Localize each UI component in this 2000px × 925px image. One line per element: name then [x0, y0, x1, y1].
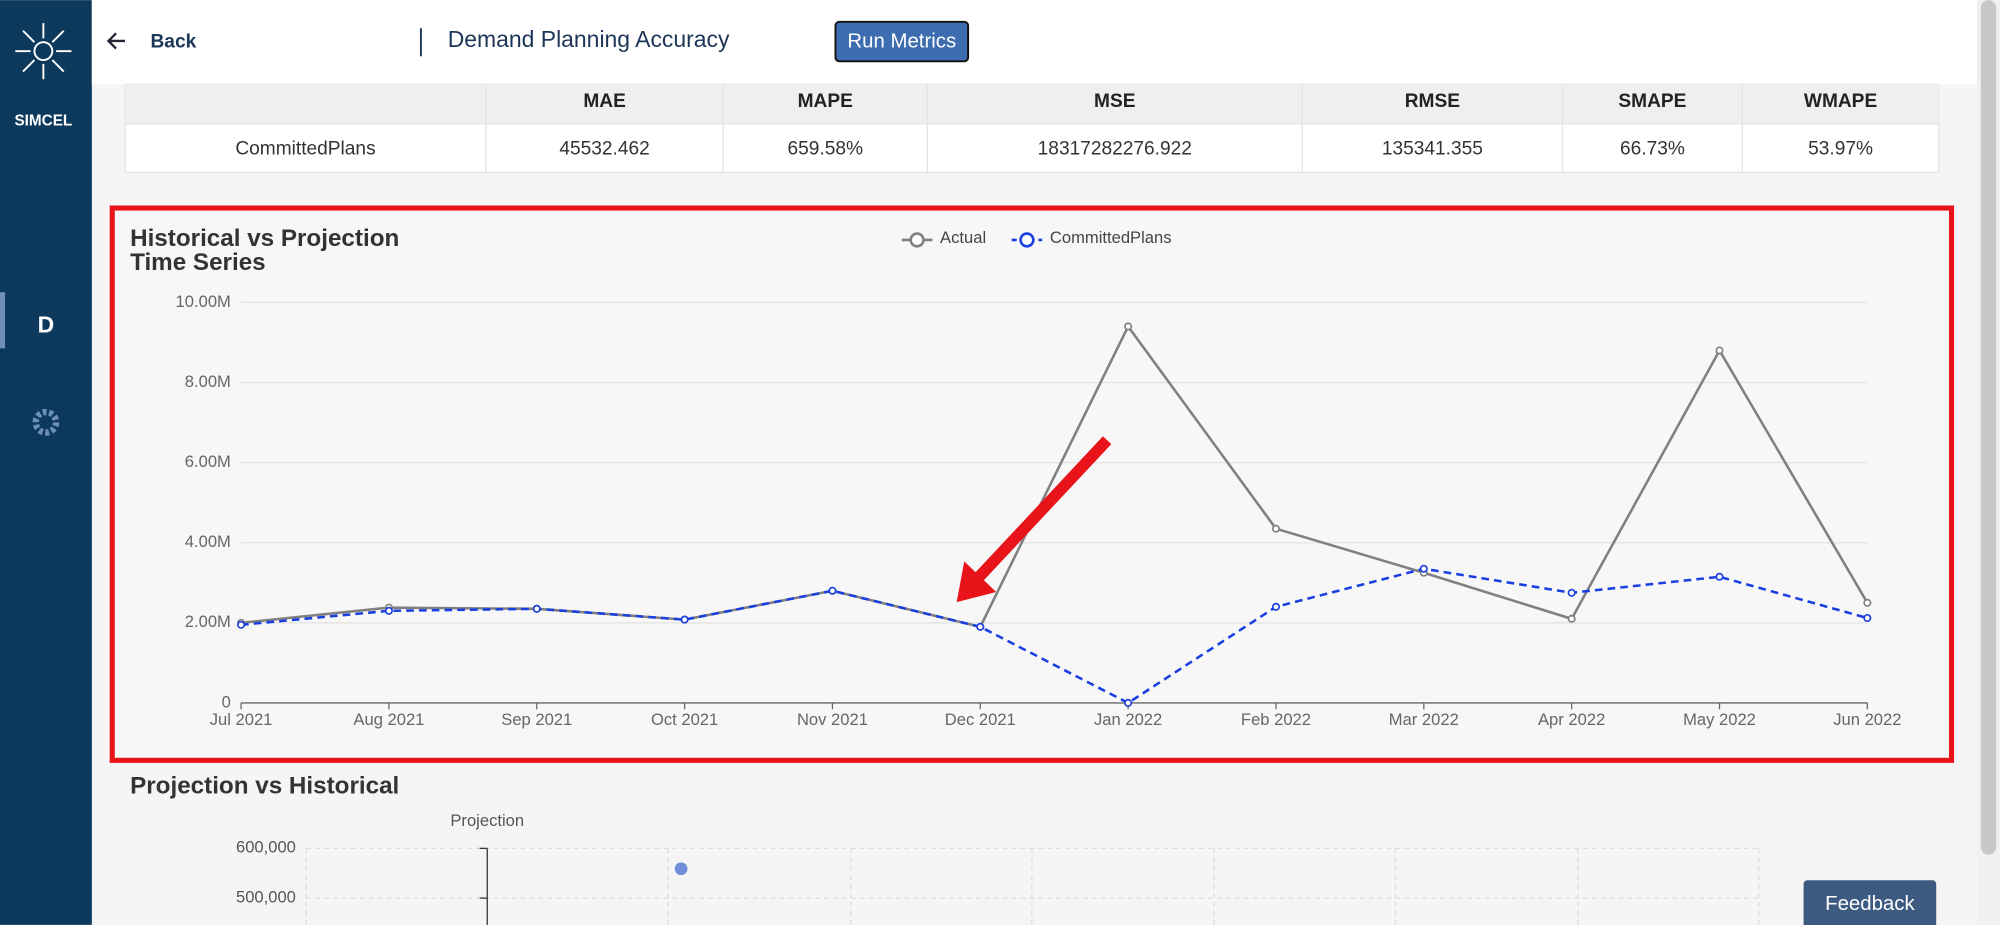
y-tick-label: 6.00M	[185, 452, 231, 471]
table-cell: 53.97%	[1808, 138, 1873, 159]
chart-title: Historical vs Projection Time Series	[130, 225, 399, 276]
run-metrics-button[interactable]	[834, 20, 970, 63]
y-tick-label: 0	[222, 692, 231, 711]
chart-title: Projection vs Historical	[130, 773, 399, 800]
x-tick-label: Oct 2021	[651, 710, 718, 729]
data-point	[1715, 346, 1724, 355]
run-metrics-label[interactable]: Run Metrics	[847, 31, 956, 53]
table-cell: 66.73%	[1620, 138, 1685, 159]
header	[91, 0, 1978, 85]
data-point	[680, 615, 689, 624]
y-tick-label: 4.00M	[185, 532, 231, 551]
y-tick-label: 600,000	[236, 838, 296, 857]
feedback-button[interactable]	[1803, 880, 1937, 925]
x-tick-label: Aug 2021	[353, 710, 424, 729]
table-cell: 659.58%	[787, 138, 863, 159]
data-point	[1567, 588, 1576, 597]
annotation-arrowhead	[956, 561, 997, 603]
data-point	[1271, 602, 1280, 611]
chart-card	[112, 208, 1952, 761]
nav-indicator	[0, 292, 6, 349]
y-tick-label: 8.00M	[185, 372, 231, 391]
data-point	[1124, 698, 1133, 707]
data-point	[1124, 322, 1133, 331]
y-tick-label: 500,000	[236, 887, 296, 906]
highlight-box	[109, 205, 1955, 763]
x-tick-label: Jun 2022	[1833, 710, 1901, 729]
table-header	[125, 84, 1939, 124]
y-axis-label: Projection	[450, 811, 524, 830]
x-tick-label: Dec 2021	[945, 710, 1016, 729]
column-header: RMSE	[1405, 91, 1460, 112]
x-tick-label: Apr 2022	[1538, 710, 1605, 729]
data-point	[1863, 614, 1872, 623]
x-tick-label: May 2022	[1683, 710, 1756, 729]
column-header: MSE	[1094, 91, 1136, 112]
series-line	[240, 567, 1868, 705]
legend-marker	[1019, 232, 1035, 248]
scrollbar-thumb[interactable]	[1980, 0, 1997, 855]
annotation-arrow	[971, 436, 1112, 585]
x-tick-label: Mar 2022	[1389, 710, 1459, 729]
table-cell: 18317282276.922	[1038, 138, 1192, 159]
column-header: SMAPE	[1618, 91, 1686, 112]
data-point	[1419, 564, 1428, 573]
y-tick-label: 2.00M	[185, 612, 231, 631]
data-point	[1567, 614, 1576, 623]
back-arrow[interactable]	[106, 32, 125, 50]
data-point	[532, 604, 541, 613]
sidebar	[0, 0, 92, 925]
row-name: CommittedPlans	[235, 138, 375, 159]
x-tick-label: Nov 2021	[797, 710, 868, 729]
data-point	[384, 606, 393, 615]
table-cell: 45532.462	[559, 138, 649, 159]
x-tick-label: Sep 2021	[501, 710, 572, 729]
y-tick-label: 10.00M	[176, 292, 231, 311]
logo-text: SIMCEL	[14, 112, 72, 129]
x-tick-label: Jul 2021	[210, 710, 273, 729]
column-header: MAE	[583, 91, 626, 112]
table-cell: 135341.355	[1382, 138, 1483, 159]
x-tick-label: Feb 2022	[1241, 710, 1311, 729]
data-point	[976, 622, 985, 631]
data-point	[237, 620, 246, 629]
scatter-point	[674, 862, 688, 876]
feedback-label[interactable]: Feedback	[1825, 893, 1915, 915]
logo-icon	[15, 23, 72, 80]
data-point	[828, 586, 837, 595]
page-title: Demand Planning Accuracy	[448, 26, 730, 52]
data-point	[1271, 524, 1280, 533]
settings-icon[interactable]	[32, 408, 60, 436]
legend-label: Actual	[940, 228, 986, 247]
column-header: WMAPE	[1804, 91, 1878, 112]
column-header: MAPE	[798, 91, 853, 112]
legend-marker	[909, 232, 925, 248]
nav-item[interactable]: D	[38, 312, 55, 338]
legend-label: CommittedPlans	[1050, 228, 1172, 247]
data-point	[1715, 572, 1724, 581]
x-tick-label: Jan 2022	[1094, 710, 1162, 729]
back-link[interactable]: Back	[151, 31, 197, 52]
data-point	[1863, 598, 1872, 607]
